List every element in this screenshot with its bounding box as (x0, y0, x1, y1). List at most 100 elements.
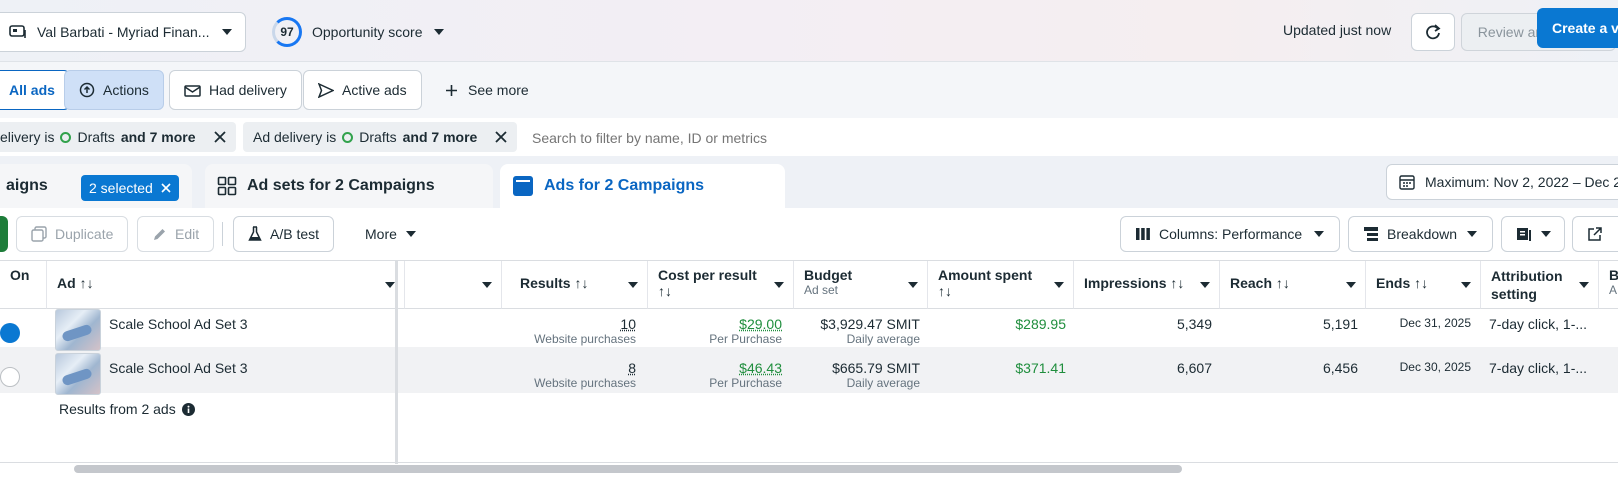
breakdown-button[interactable]: Breakdown (1348, 216, 1493, 252)
ab-test-button[interactable]: A/B test (233, 216, 335, 252)
reach-header-label: Reach ↑↓ (1230, 267, 1290, 291)
active-ads-chip[interactable]: Active ads (303, 70, 422, 110)
refresh-icon (1424, 23, 1442, 41)
calendar-icon (1399, 174, 1415, 190)
close-icon[interactable] (213, 131, 226, 143)
sort-icon: ↑↓ (658, 283, 672, 299)
send-icon (318, 82, 334, 98)
ends-cell: Dec 31, 2025 (1399, 316, 1471, 330)
date-range-picker[interactable]: Maximum: Nov 2, 2022 – Dec 2 (1386, 164, 1618, 200)
column-header-on-label: On (10, 267, 30, 283)
close-icon[interactable] (495, 131, 507, 143)
column-header-results[interactable]: Results ↑↓ (502, 261, 648, 309)
filter-chip-ad-delivery[interactable]: Ad delivery is Drafts and 7 more (243, 122, 518, 152)
all-ads-label: All ads (9, 82, 55, 98)
refresh-button[interactable] (1411, 13, 1455, 51)
cost-cell[interactable]: $29.00 Per Purchase (648, 316, 782, 346)
opportunity-score-ring: 97 (272, 17, 302, 47)
tab-ad-sets-label: Ad sets for 2 Campaigns (247, 177, 435, 194)
caret-down-icon (1053, 281, 1065, 289)
ad-thumbnail-image (55, 309, 101, 351)
budget-cell[interactable]: $3,929.47 SMIT Daily average (794, 316, 920, 346)
column-header-on[interactable]: On (0, 261, 47, 309)
column-header-cost-per-result[interactable]: Cost per result ↑↓ (648, 261, 794, 309)
cost-cell[interactable]: $46.43 Per Purchase (648, 360, 782, 390)
caret-down-icon (1540, 230, 1552, 238)
toggle-off[interactable] (0, 367, 20, 387)
columns-button[interactable]: Columns: Performance (1120, 216, 1340, 252)
status-ring-icon (342, 131, 354, 143)
status-ring-icon (60, 131, 72, 143)
impressions-cell: 5,349 (1176, 316, 1212, 332)
tab-ads[interactable]: Ads for 2 Campaigns (500, 164, 785, 208)
duplicate-icon (31, 226, 47, 242)
all-ads-chip[interactable]: All ads (0, 70, 70, 110)
budget-value: $3,929.47 SMIT (820, 316, 920, 332)
next-header-sub: A (1609, 283, 1618, 297)
table-row-highlight (0, 347, 1618, 393)
column-header-impressions[interactable]: Impressions ↑↓ (1074, 261, 1220, 309)
tab-ad-sets[interactable]: Ad sets for 2 Campaigns (205, 164, 493, 208)
search-input[interactable] (532, 124, 1132, 152)
results-cell[interactable]: 8 Website purchases (502, 360, 636, 390)
create-button[interactable]: Create a v (1537, 8, 1618, 48)
column-header-reach[interactable]: Reach ↑↓ (1220, 261, 1366, 309)
filter-value: Drafts (77, 129, 115, 145)
budget-cell[interactable]: $665.79 SMIT Daily average (794, 360, 920, 390)
column-header-amount-spent[interactable]: Amount spent ↑↓ (928, 261, 1074, 309)
close-icon[interactable] (161, 183, 171, 193)
ends-cell: Dec 30, 2025 (1399, 360, 1471, 374)
selected-count-label: 2 selected (89, 180, 153, 196)
info-icon[interactable] (181, 402, 195, 416)
opportunity-score-label: Opportunity score (312, 24, 423, 40)
had-delivery-chip[interactable]: Had delivery (169, 70, 302, 110)
column-header-budget[interactable]: Budget Ad set (794, 261, 928, 309)
had-delivery-label: Had delivery (209, 82, 287, 98)
duplicate-label: Duplicate (55, 226, 114, 242)
impressions-cell: 6,607 (1176, 360, 1212, 376)
column-header-attribution[interactable]: Attribution setting (1481, 261, 1599, 309)
filter-value: Drafts (359, 129, 397, 145)
see-more-button[interactable]: See more (445, 70, 529, 110)
ad-thumbnail[interactable] (55, 353, 101, 395)
duplicate-button[interactable]: Duplicate (16, 216, 129, 252)
caret-down-icon (221, 28, 233, 36)
account-selector[interactable]: Val Barbati - Myriad Finan... (0, 12, 246, 52)
sort-icon: ↑↓ (1170, 275, 1185, 291)
create-ad-button[interactable] (0, 216, 8, 252)
tab-campaigns-label: aigns (6, 177, 48, 194)
amount-spent-cell: $289.95 (1015, 316, 1066, 332)
flask-icon (248, 226, 262, 242)
impressions-header-label: Impressions ↑↓ (1084, 267, 1184, 291)
budget-header-label: Budget Ad set (804, 267, 852, 297)
horizontal-scrollbar[interactable] (74, 465, 1182, 473)
actions-label: Actions (103, 82, 149, 98)
selected-count-pill[interactable]: 2 selected (81, 175, 179, 201)
caret-down-icon (627, 281, 639, 289)
caret-down-icon (1460, 281, 1472, 289)
ad-name-link[interactable]: Scale School Ad Set 3 (109, 360, 248, 376)
ends-header-label: Ends ↑↓ (1376, 267, 1428, 291)
more-actions-button[interactable]: More (350, 216, 432, 252)
export-button[interactable] (1572, 216, 1618, 252)
caret-down-icon (1345, 281, 1357, 289)
ad-name-link[interactable]: Scale School Ad Set 3 (109, 316, 248, 332)
column-header-ends[interactable]: Ends ↑↓ (1366, 261, 1481, 309)
results-value: 10 (620, 316, 636, 332)
cost-value: $46.43 (739, 360, 782, 376)
reach-cell: 5,191 (1322, 316, 1358, 332)
reports-button[interactable] (1501, 216, 1565, 252)
cost-value: $29.00 (739, 316, 782, 332)
filter-prefix: elivery is (0, 129, 55, 145)
column-header-ad[interactable]: Ad ↑↓ (47, 261, 405, 309)
results-cell[interactable]: 10 Website purchases (502, 316, 636, 346)
actions-chip[interactable]: Actions (64, 70, 164, 110)
caret-down-icon (1199, 281, 1211, 289)
toggle-on[interactable] (0, 323, 20, 343)
filter-chip-campaign-delivery[interactable]: elivery is Drafts and 7 more (0, 122, 236, 152)
opportunity-score[interactable]: 97 Opportunity score (272, 17, 445, 47)
column-header-hidden[interactable] (405, 261, 502, 309)
edit-button[interactable]: Edit (137, 216, 215, 252)
ad-thumbnail[interactable] (55, 309, 101, 351)
